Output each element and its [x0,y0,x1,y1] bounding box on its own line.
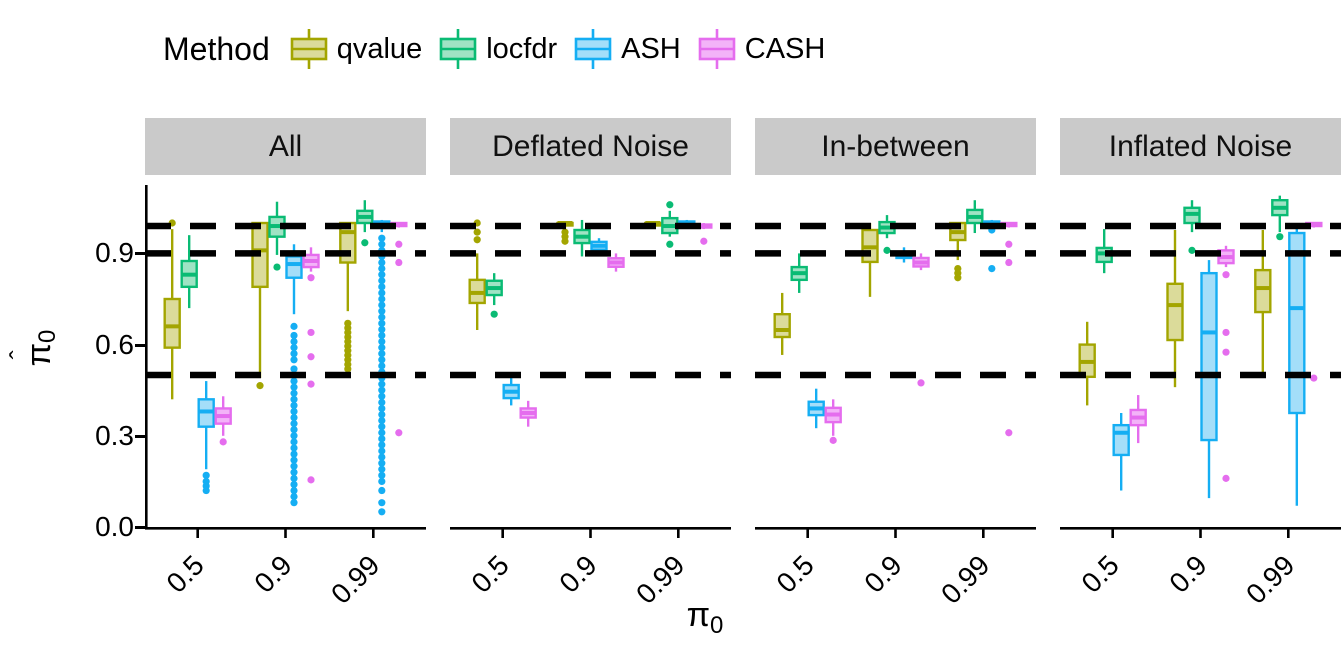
legend-label: ASH [621,32,681,65]
y-tick-label: 0.6 [95,329,134,360]
y-tick-label: 0.0 [95,511,134,542]
legend-item-locfdr: locfdr [437,26,557,72]
boxplot-key-icon [439,29,477,69]
x-axis-title: π0 [145,596,1265,640]
facet-strip-deflated-noise: Deflated Noise [450,118,731,175]
legend-item-cash: CASH [696,26,826,72]
facet-panel-inflated-noise: 0.5 0.9 0.99 [1060,195,1341,610]
x-tick-label: 0.5 [770,549,819,598]
facet-panel-all: 0.5 0.9 0.99 [144,185,426,610]
subscript: 0 [710,612,724,639]
boxplot-key-icon [290,29,328,69]
facet-panels: 0.5 0.9 0.99 0.5 0.9 0.99 0.5 0.9 0.99 0.5 0.9 0… [144,185,1341,610]
subscript: 0 [34,329,61,343]
pi-symbol: π [686,596,711,634]
facet-strip-all: All [145,118,426,175]
y-tick-mark [135,344,145,347]
y-tick-label: 0.9 [95,237,134,268]
hat-symbol: ˆ [4,350,35,360]
facet-strip-in-between: In-between [755,118,1036,175]
legend: Method qvalue locfdr ASH [163,26,840,72]
legend-label: qvalue [336,32,423,65]
legend-label: CASH [744,32,826,65]
facet-panel-deflated-noise: 0.5 0.9 0.99 [450,201,731,610]
x-tick-label: 0.9 [248,549,297,598]
x-tick-label: 0.9 [553,549,602,598]
legend-label: locfdr [486,32,558,65]
facet-strip-inflated-noise: Inflated Noise [1060,118,1341,175]
x-tick-label: 0.5 [1075,549,1124,598]
legend-title: Method [163,30,270,67]
x-tick-label: 0.5 [160,549,209,598]
boxplot-key-icon [698,29,736,69]
boxplot-key-icon [574,29,612,69]
x-tick-label: 0.9 [1163,549,1212,598]
y-tick-mark [135,435,145,438]
x-tick-label: 0.9 [858,549,907,598]
legend-item-qvalue: qvalue [288,26,422,72]
legend-item-ash: ASH [572,26,681,72]
facet-panel-in-between: 0.5 0.9 0.99 [755,200,1036,610]
facet-strips: All Deflated Noise In-between Inflated N… [145,118,1341,175]
y-tick-mark [135,526,145,529]
y-tick-mark [135,252,145,255]
x-tick-label: 0.5 [465,549,514,598]
y-tick-label: 0.3 [95,420,134,451]
